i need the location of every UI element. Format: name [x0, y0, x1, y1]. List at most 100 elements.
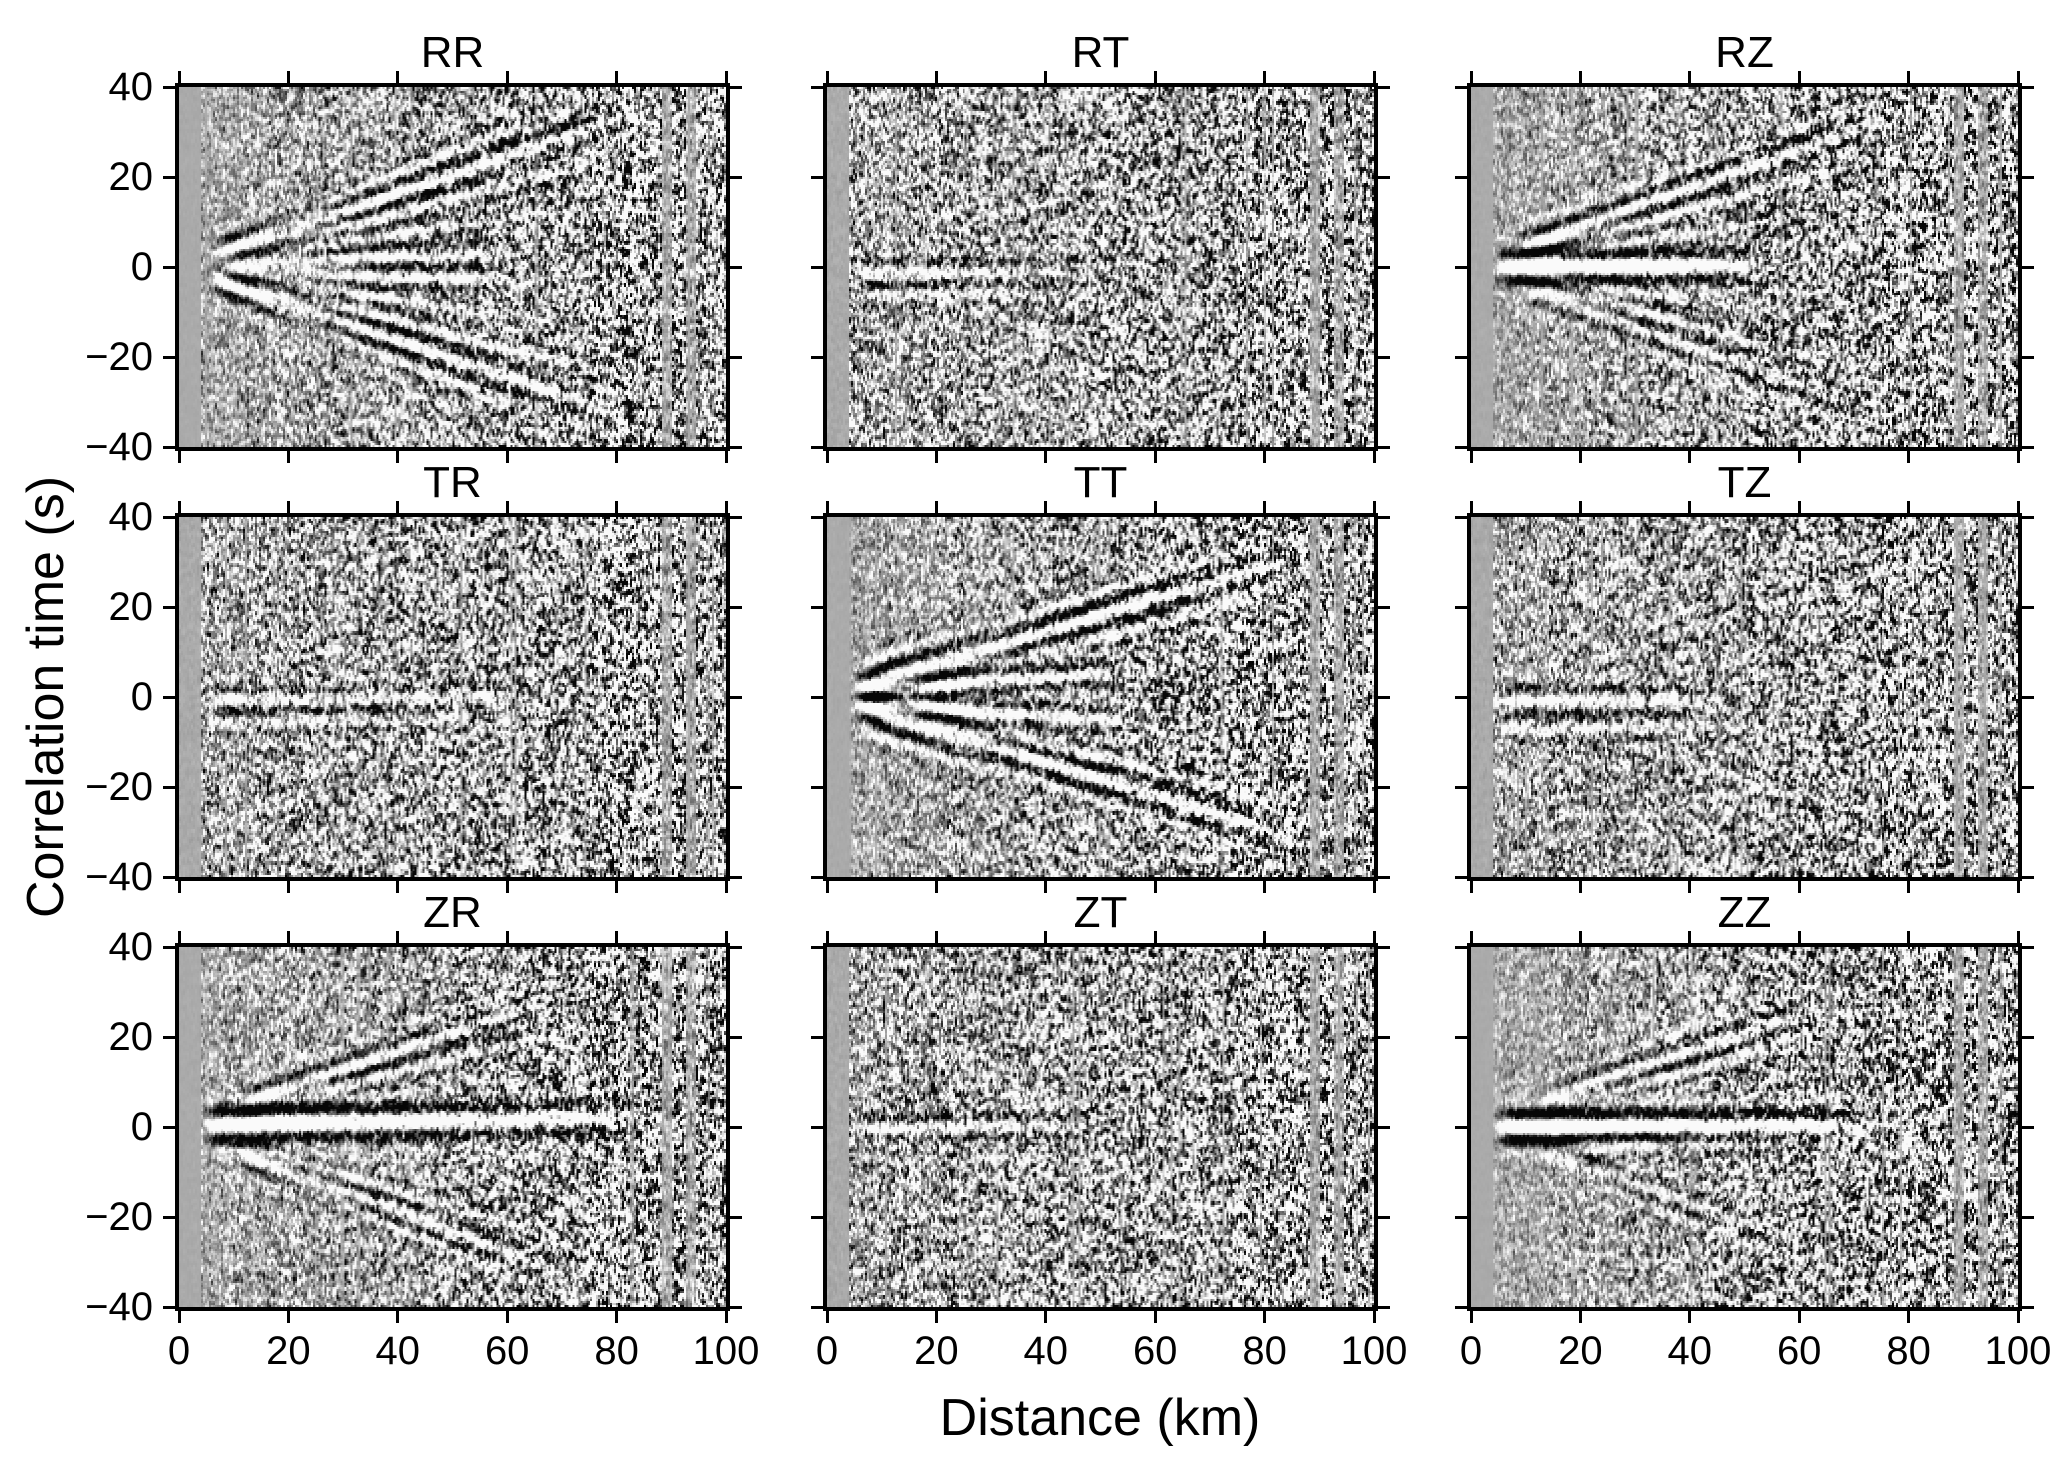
x-tick-mark	[1469, 1311, 1473, 1323]
y-tick-label: 0	[130, 675, 153, 719]
x-tick-mark	[1153, 881, 1157, 893]
x-tick-mark	[1044, 501, 1048, 513]
x-tick-mark	[615, 1311, 619, 1323]
y-tick-mark	[730, 875, 742, 879]
x-tick-mark	[934, 1311, 938, 1323]
y-tick-mark	[163, 1305, 175, 1309]
x-tick-mark	[505, 501, 509, 513]
y-tick-mark	[1378, 605, 1390, 609]
x-tick-mark	[396, 931, 400, 943]
x-tick-mark	[1907, 451, 1911, 463]
y-tick-mark	[1455, 355, 1467, 359]
x-tick-label: 0	[167, 1329, 191, 1373]
x-tick-mark	[825, 881, 829, 893]
y-tick-mark	[2022, 1125, 2034, 1129]
y-tick-mark	[163, 445, 175, 449]
x-tick-mark	[1263, 1311, 1267, 1323]
panel-ZT-canvas	[827, 947, 1374, 1307]
x-tick-mark	[2016, 931, 2020, 943]
x-tick-label: 20	[1558, 1329, 1603, 1373]
x-tick-mark	[2016, 881, 2020, 893]
x-tick-mark	[177, 71, 181, 83]
panel-TT-canvas	[827, 517, 1374, 877]
x-tick-mark	[2016, 71, 2020, 83]
y-tick-label: 0	[130, 245, 153, 289]
y-tick-mark	[1455, 875, 1467, 879]
y-tick-mark	[163, 85, 175, 89]
x-tick-mark	[396, 501, 400, 513]
x-tick-mark	[1907, 71, 1911, 83]
x-tick-mark	[1907, 501, 1911, 513]
y-tick-mark	[1455, 785, 1467, 789]
y-tick-mark	[1455, 445, 1467, 449]
y-tick-mark	[1378, 265, 1390, 269]
y-tick-mark	[163, 875, 175, 879]
y-tick-label: 20	[108, 585, 154, 629]
x-tick-mark	[1153, 931, 1157, 943]
y-tick-mark	[163, 1125, 175, 1129]
y-tick-mark	[1455, 175, 1467, 179]
x-tick-mark	[1044, 881, 1048, 893]
y-tick-mark	[163, 355, 175, 359]
x-tick-mark	[177, 1311, 181, 1323]
x-tick-mark	[1797, 1311, 1801, 1323]
panel-ZZ: ZZ	[1455, 888, 2034, 1323]
y-tick-mark	[811, 945, 823, 949]
y-tick-mark	[1378, 175, 1390, 179]
y-tick-mark	[730, 355, 742, 359]
y-tick-mark	[730, 175, 742, 179]
y-tick-mark	[1455, 1215, 1467, 1219]
panel-ZZ-canvas	[1471, 947, 2018, 1307]
panel-title: TZ	[1717, 458, 1772, 507]
x-tick-label: 20	[266, 1329, 311, 1373]
x-tick-mark	[177, 451, 181, 463]
y-tick-mark	[1378, 695, 1390, 699]
x-tick-label: 60	[1776, 1329, 1822, 1373]
y-tick-mark	[811, 605, 823, 609]
x-tick-mark	[1688, 1311, 1692, 1323]
y-tick-mark	[1378, 515, 1390, 519]
x-tick-mark	[1372, 881, 1376, 893]
x-tick-mark	[1688, 931, 1692, 943]
x-tick-label: 80	[594, 1329, 639, 1373]
x-tick-mark	[1797, 931, 1801, 943]
x-tick-mark	[1372, 501, 1376, 513]
panel-ZT: ZT	[811, 888, 1390, 1323]
x-tick-label: 80	[1886, 1329, 1931, 1373]
x-tick-mark	[1578, 501, 1582, 513]
y-tick-mark	[811, 1035, 823, 1039]
x-tick-mark	[615, 501, 619, 513]
x-tick-mark	[934, 501, 938, 513]
y-tick-mark	[1455, 945, 1467, 949]
y-tick-mark	[1378, 945, 1390, 949]
y-tick-label: −40	[85, 855, 153, 899]
x-tick-mark	[1372, 1311, 1376, 1323]
y-tick-mark	[1455, 695, 1467, 699]
x-tick-mark	[1263, 451, 1267, 463]
y-tick-label: 40	[108, 495, 154, 539]
y-tick-mark	[2022, 875, 2034, 879]
y-tick-mark	[811, 1305, 823, 1309]
x-tick-mark	[1797, 501, 1801, 513]
x-tick-mark	[1688, 881, 1692, 893]
y-tick-mark	[1378, 1125, 1390, 1129]
x-tick-label: 100	[692, 1329, 760, 1373]
x-tick-mark	[825, 71, 829, 83]
y-tick-mark	[730, 265, 742, 269]
x-tick-mark	[934, 931, 938, 943]
y-tick-mark	[2022, 175, 2034, 179]
y-tick-mark	[163, 945, 175, 949]
y-tick-mark	[1378, 875, 1390, 879]
x-tick-mark	[286, 931, 290, 943]
x-tick-mark	[1797, 881, 1801, 893]
y-tick-mark	[1378, 1035, 1390, 1039]
x-tick-mark	[396, 71, 400, 83]
panel-RR-canvas	[179, 87, 726, 447]
y-tick-mark	[1455, 265, 1467, 269]
x-tick-mark	[177, 501, 181, 513]
x-tick-mark	[825, 451, 829, 463]
panel-TR-canvas	[179, 517, 726, 877]
x-tick-label: 40	[1667, 1329, 1713, 1373]
x-tick-mark	[286, 1311, 290, 1323]
